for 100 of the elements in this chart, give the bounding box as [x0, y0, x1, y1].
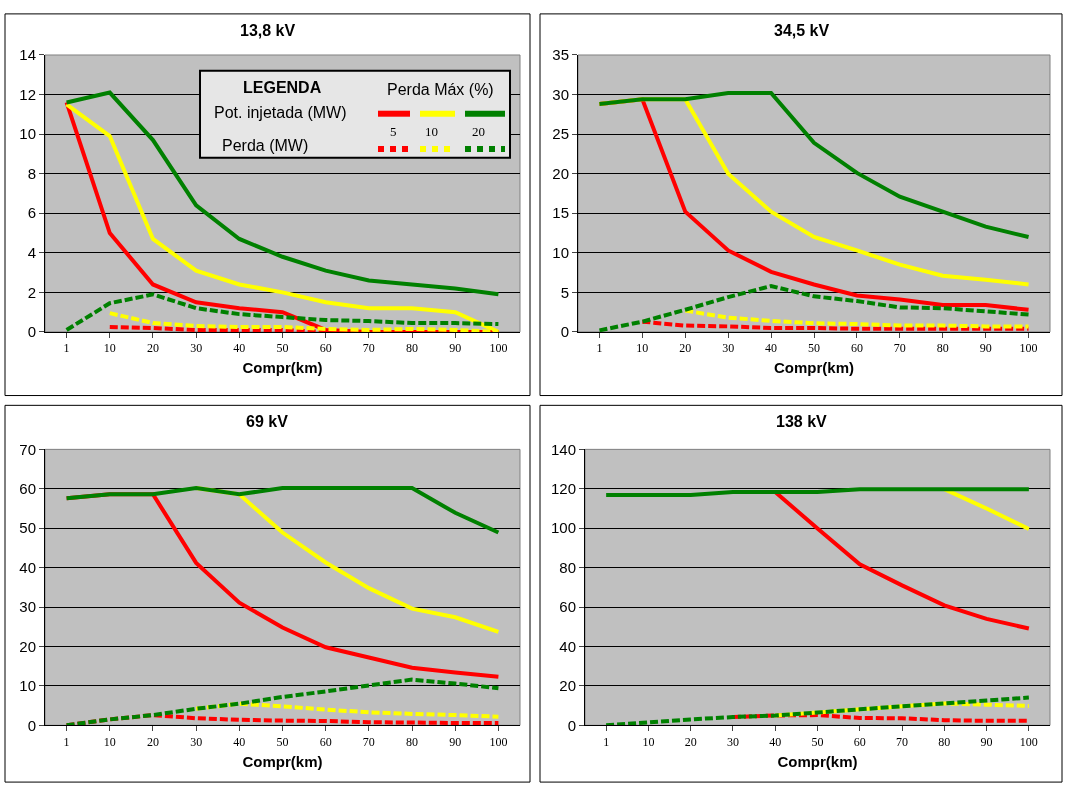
x-tick-label: 60: [319, 734, 332, 749]
x-tick-label: 70: [893, 341, 906, 356]
x-tick-label: 20: [684, 734, 697, 749]
x-tick-label: 20: [146, 341, 159, 356]
line-series: [597, 90, 1031, 239]
x-tick-label: 90: [449, 734, 462, 749]
x-tick-label: 90: [449, 341, 462, 356]
x-axis-title: Compr(km): [773, 359, 855, 377]
y-tick-label: 10: [19, 125, 36, 143]
x-tick-label: 50: [811, 734, 824, 749]
x-tick-label: 40: [765, 341, 778, 356]
line-series: [64, 677, 501, 726]
y-tick-label: 140: [550, 440, 576, 458]
x-tick-label: 20: [679, 341, 692, 356]
x-tick-label: 60: [850, 341, 863, 356]
x-tick-label: 50: [808, 341, 820, 356]
x-tick-label: 90: [980, 734, 993, 749]
y-tick-label: 8: [27, 164, 36, 182]
x-tick-label: 80: [406, 341, 419, 356]
line-series: [683, 308, 1031, 329]
y-tick-label: 60: [559, 598, 576, 616]
y-tick-label: 0: [27, 716, 36, 734]
y-tick-label: 10: [552, 244, 569, 262]
y-tick-label: 12: [19, 85, 36, 103]
line-series: [604, 695, 1031, 726]
x-tick-label: 1: [596, 341, 603, 356]
x-tick-label: 1: [63, 734, 70, 749]
y-tick-label: 35: [552, 46, 569, 64]
chart-title: 138 kV: [776, 413, 828, 430]
annotation: 10: [425, 124, 438, 139]
annotation: Pot. injetada (MW): [214, 104, 347, 121]
y-tick-label: 0: [560, 323, 569, 341]
x-tick-label: 70: [896, 734, 909, 749]
line-series: [64, 292, 501, 332]
y-tick-label: 100: [550, 519, 576, 537]
x-tick-label: 80: [938, 734, 951, 749]
annotation: Perda (MW): [222, 137, 309, 154]
y-tick-label: 4: [27, 244, 36, 262]
x-tick-label: 100: [489, 341, 508, 356]
y-tick-label: 40: [19, 558, 36, 576]
y-tick-label: 6: [27, 204, 36, 222]
y-tick-label: 80: [559, 558, 576, 576]
chart-title: 69 kV: [246, 413, 289, 430]
y-tick-label: 40: [559, 637, 576, 655]
x-tick-label: 100: [489, 734, 508, 749]
x-tick-label: 10: [642, 734, 655, 749]
x-tick-label: 30: [190, 341, 203, 356]
y-tick-label: 25: [552, 125, 569, 143]
line-series: [597, 284, 1031, 332]
y-tick-label: 30: [552, 85, 569, 103]
y-tick-label: 10: [19, 677, 36, 695]
x-tick-label: 20: [146, 734, 159, 749]
x-tick-label: 40: [233, 341, 246, 356]
x-tick-label: 80: [406, 734, 419, 749]
x-axis-title: Compr(km): [777, 752, 858, 770]
annotation: 20: [472, 124, 485, 139]
chart-title: 34,5 kV: [774, 22, 830, 39]
line-series: [640, 319, 1031, 331]
y-tick-label: 15: [552, 204, 569, 222]
legend-title: LEGENDA: [243, 79, 322, 96]
x-axis-title: Compr(km): [242, 752, 323, 770]
y-tick-label: 0: [567, 716, 576, 734]
y-tick-label: 20: [559, 677, 576, 695]
y-tick-label: 5: [560, 283, 569, 301]
x-tick-label: 10: [103, 341, 116, 356]
x-tick-label: 10: [636, 341, 649, 356]
y-tick-label: 20: [19, 637, 36, 655]
y-tick-label: 30: [19, 598, 36, 616]
chart-title: 13,8 kV: [240, 22, 296, 39]
y-tick-label: 50: [19, 519, 36, 537]
x-tick-label: 30: [190, 734, 203, 749]
x-tick-label: 1: [63, 341, 70, 356]
x-tick-label: 30: [722, 341, 735, 356]
x-axis-title: Compr(km): [242, 359, 323, 377]
x-tick-label: 50: [276, 734, 289, 749]
line-series: [194, 701, 501, 719]
y-tick-label: 70: [19, 440, 36, 458]
y-tick-label: 60: [19, 480, 36, 498]
x-tick-label: 70: [362, 734, 375, 749]
y-tick-label: 14: [19, 46, 36, 64]
y-tick-label: 120: [550, 480, 576, 498]
x-tick-label: 90: [979, 341, 992, 356]
x-tick-label: 50: [276, 341, 289, 356]
y-tick-label: 20: [552, 164, 569, 182]
line-series: [64, 486, 501, 535]
x-tick-label: 100: [1019, 341, 1038, 356]
y-tick-label: 0: [27, 323, 36, 341]
x-tick-label: 80: [936, 341, 949, 356]
x-tick-label: 1: [603, 734, 610, 749]
x-tick-label: 10: [103, 734, 116, 749]
x-tick-label: 40: [233, 734, 246, 749]
x-tick-label: 60: [853, 734, 866, 749]
x-tick-label: 60: [319, 341, 332, 356]
y-tick-label: 2: [27, 283, 36, 301]
x-tick-label: 40: [769, 734, 782, 749]
annotation: Perda Máx (%): [387, 81, 494, 98]
annotation: 5: [390, 124, 397, 139]
x-tick-label: 100: [1019, 734, 1038, 749]
x-tick-label: 70: [362, 341, 375, 356]
x-tick-label: 30: [726, 734, 739, 749]
